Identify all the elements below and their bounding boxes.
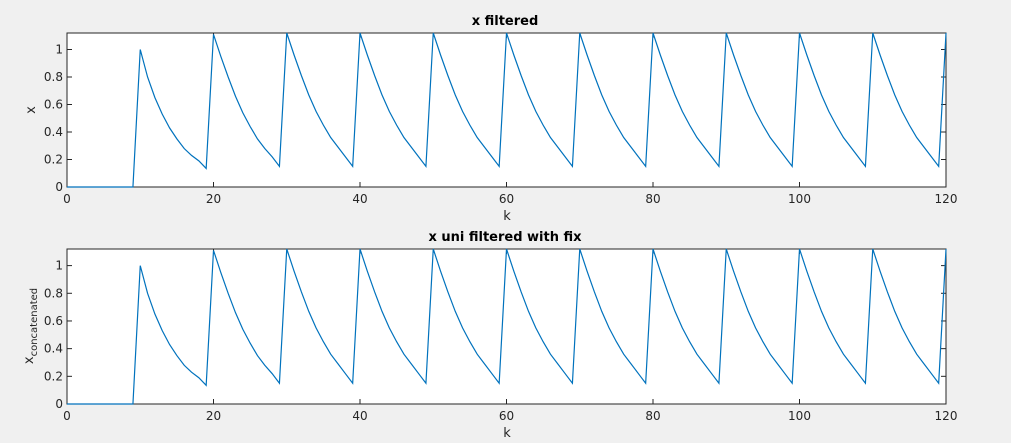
subplot-top-x-tick-label: 60: [499, 192, 514, 206]
subplot-bottom-x-tick-label: 80: [645, 409, 660, 423]
subplot-bottom-x-tick-label: 0: [63, 409, 71, 423]
subplot-bottom-y-ticks: 0 0.2 0.4 0.6 0.8 1: [44, 259, 946, 411]
subplot-top-y-axis-label-main: x: [24, 106, 39, 114]
subplot-bottom-x-tick-label: 20: [206, 409, 221, 423]
subplot-top-x-ticks: 0 20 40 60 80 100 120: [63, 33, 957, 206]
subplot-bottom-x-tick-label: 120: [935, 409, 958, 423]
subplot-bottom-y-tick-label: 1: [55, 259, 63, 273]
subplot-top-y-axis-label: x: [24, 106, 39, 114]
subplot-bottom-y-axis-label: xconcatenated: [22, 288, 40, 364]
subplot-top-plot-area: [66, 32, 947, 188]
subplot-bottom: x uni filtered with fix 0 20 40 60 80 100 120 …: [22, 230, 957, 441]
subplot-bottom-y-tick-label: 0.6: [44, 314, 63, 328]
subplot-top: x filtered 0 20 40 60 80 100 120 0 0.2 0.4 0.6 0.8…: [24, 14, 957, 224]
subplot-top-x-tick-label: 40: [352, 192, 367, 206]
subplot-top-x-tick-label: 20: [206, 192, 221, 206]
subplot-top-y-tick-label: 1: [55, 43, 63, 57]
subplot-top-x-tick-label: 100: [788, 192, 811, 206]
subplot-top-series-line: [67, 32, 947, 188]
subplot-bottom-plot-area: [66, 248, 947, 405]
subplot-bottom-x-ticks: 0 20 40 60 80 100 120: [63, 249, 957, 423]
subplot-bottom-x-axis-label: k: [503, 426, 511, 441]
subplot-top-x-tick-label: 120: [935, 192, 958, 206]
subplot-top-x-tick-label: 80: [645, 192, 660, 206]
subplot-bottom-y-tick-label: 0: [55, 397, 63, 411]
subplot-bottom-y-tick-label: 0.4: [44, 342, 63, 356]
subplot-top-x-tick-label: 0: [63, 192, 71, 206]
subplot-top-x-axis-label: k: [503, 209, 511, 224]
subplot-top-y-tick-label: 0: [55, 180, 63, 194]
subplot-bottom-y-tick-label: 0.8: [44, 286, 63, 300]
subplot-bottom-x-tick-label: 100: [788, 409, 811, 423]
subplot-bottom-y-axis-label-subscript: concatenated: [29, 288, 40, 357]
subplot-top-y-tick-label: 0.4: [44, 125, 63, 139]
subplot-top-y-tick-label: 0.6: [44, 98, 63, 112]
subplot-bottom-x-tick-label: 60: [499, 409, 514, 423]
subplot-bottom-series-line: [67, 248, 947, 405]
subplot-top-y-ticks: 0 0.2 0.4 0.6 0.8 1: [44, 43, 946, 194]
subplot-bottom-title: x uni filtered with fix: [428, 230, 582, 245]
subplot-top-title: x filtered: [472, 14, 539, 29]
subplot-bottom-x-tick-label: 40: [352, 409, 367, 423]
subplot-bottom-y-axis-label-main: x: [22, 356, 37, 364]
subplot-top-y-tick-label: 0.2: [44, 153, 63, 167]
subplot-bottom-y-tick-label: 0.2: [44, 369, 63, 383]
subplot-top-y-tick-label: 0.8: [44, 70, 63, 84]
